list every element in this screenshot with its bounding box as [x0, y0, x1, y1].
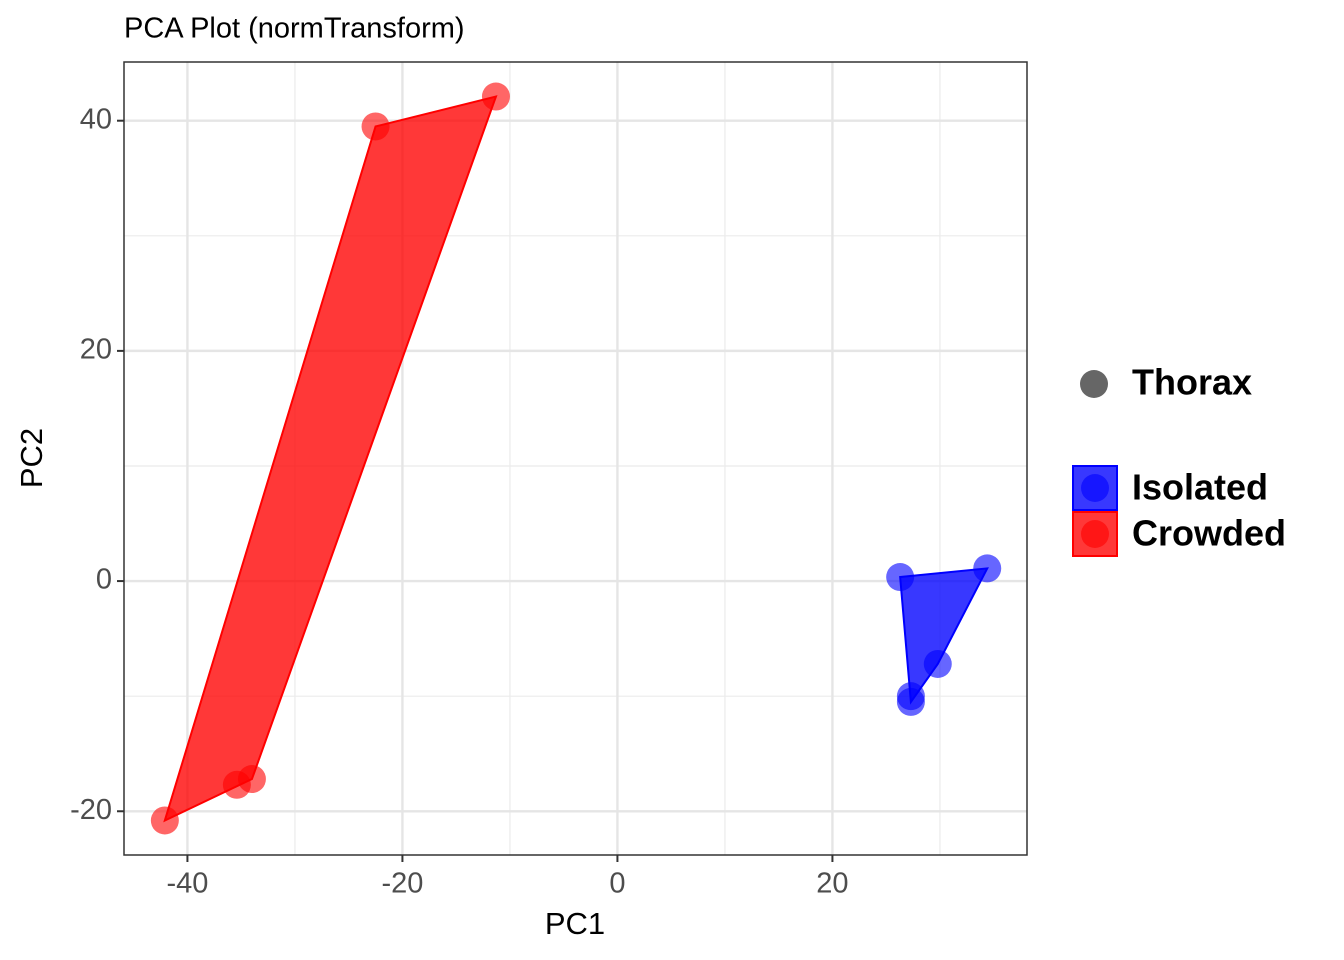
- legend-shape-label: Thorax: [1132, 362, 1252, 403]
- plot-border: [123, 61, 1028, 856]
- y-axis-title: PC2: [14, 428, 49, 488]
- point: [361, 112, 390, 141]
- x-axis-title: PC1: [545, 906, 605, 941]
- point: [150, 806, 179, 835]
- point: [237, 765, 266, 794]
- y-tick-label: 40: [80, 103, 112, 135]
- hull: [899, 567, 989, 705]
- legend-shape-key: [1080, 370, 1108, 398]
- chart-title: PCA Plot (normTransform): [124, 13, 465, 45]
- y-tick-label: 0: [96, 564, 112, 596]
- point: [923, 649, 952, 678]
- y-tick-label: -20: [70, 794, 112, 826]
- x-tick-label: -20: [381, 868, 423, 900]
- point: [481, 82, 510, 111]
- x-tick-label: 20: [816, 868, 848, 900]
- legend-key-point: [1081, 474, 1109, 502]
- point: [973, 554, 1002, 583]
- legend-label: Isolated: [1132, 467, 1268, 508]
- x-tick-label: 0: [609, 868, 625, 900]
- point: [886, 563, 915, 592]
- y-tick-label: 20: [80, 334, 112, 366]
- legend-label: Crowded: [1132, 513, 1286, 554]
- x-tick-label: -40: [166, 868, 208, 900]
- point: [896, 687, 925, 716]
- legend-key-point: [1081, 520, 1109, 548]
- hull: [163, 95, 498, 823]
